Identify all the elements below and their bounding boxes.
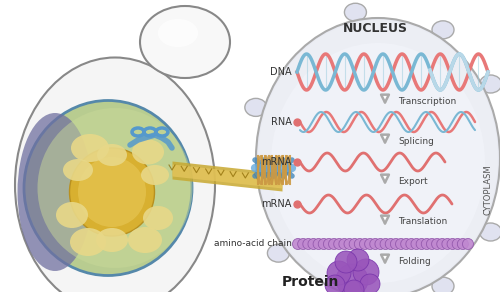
Circle shape xyxy=(390,239,402,249)
Circle shape xyxy=(353,259,379,285)
Ellipse shape xyxy=(140,6,230,78)
Circle shape xyxy=(370,239,381,249)
Ellipse shape xyxy=(18,113,92,271)
Text: Splicing: Splicing xyxy=(398,136,434,145)
Circle shape xyxy=(411,239,422,249)
Ellipse shape xyxy=(128,227,162,253)
Circle shape xyxy=(360,274,380,292)
Ellipse shape xyxy=(70,228,106,256)
Ellipse shape xyxy=(71,134,109,162)
Circle shape xyxy=(375,239,386,249)
Circle shape xyxy=(442,239,453,249)
Circle shape xyxy=(327,261,351,285)
Circle shape xyxy=(426,239,438,249)
Text: DNA: DNA xyxy=(270,67,292,77)
Ellipse shape xyxy=(344,3,366,21)
Ellipse shape xyxy=(143,206,173,230)
Circle shape xyxy=(462,239,473,249)
Circle shape xyxy=(335,251,357,273)
Circle shape xyxy=(349,239,360,249)
Text: amino-acid chain: amino-acid chain xyxy=(214,239,292,248)
Ellipse shape xyxy=(15,58,215,292)
Circle shape xyxy=(447,239,458,249)
Ellipse shape xyxy=(271,43,485,283)
Text: Folding: Folding xyxy=(398,258,431,267)
Text: NUCLEUS: NUCLEUS xyxy=(342,22,407,34)
Text: Export: Export xyxy=(398,176,428,185)
Ellipse shape xyxy=(132,140,164,164)
Ellipse shape xyxy=(245,98,267,117)
Ellipse shape xyxy=(432,277,454,292)
Circle shape xyxy=(432,239,442,249)
Text: RNA: RNA xyxy=(271,117,292,127)
Circle shape xyxy=(318,239,330,249)
Ellipse shape xyxy=(78,157,146,227)
Ellipse shape xyxy=(38,108,192,268)
Circle shape xyxy=(336,264,368,292)
Text: mRNA: mRNA xyxy=(262,199,292,209)
Ellipse shape xyxy=(141,165,169,185)
Circle shape xyxy=(436,239,448,249)
Circle shape xyxy=(344,239,355,249)
Circle shape xyxy=(406,239,417,249)
Ellipse shape xyxy=(97,144,127,166)
Text: Translation: Translation xyxy=(398,218,448,227)
Ellipse shape xyxy=(480,223,500,241)
Circle shape xyxy=(298,239,308,249)
Circle shape xyxy=(339,239,350,249)
Circle shape xyxy=(354,239,366,249)
Circle shape xyxy=(422,239,432,249)
Ellipse shape xyxy=(256,18,500,292)
Circle shape xyxy=(334,239,344,249)
Circle shape xyxy=(385,239,396,249)
Circle shape xyxy=(324,239,334,249)
Ellipse shape xyxy=(24,100,192,275)
Ellipse shape xyxy=(56,202,88,228)
Ellipse shape xyxy=(70,148,154,236)
Circle shape xyxy=(308,239,319,249)
Ellipse shape xyxy=(268,244,289,262)
Circle shape xyxy=(328,239,340,249)
Circle shape xyxy=(313,239,324,249)
Ellipse shape xyxy=(158,19,198,47)
Circle shape xyxy=(292,239,304,249)
Ellipse shape xyxy=(258,20,498,292)
Circle shape xyxy=(347,249,369,271)
Circle shape xyxy=(325,275,345,292)
Circle shape xyxy=(396,239,406,249)
Ellipse shape xyxy=(432,21,454,39)
Ellipse shape xyxy=(63,159,93,181)
Circle shape xyxy=(416,239,427,249)
Circle shape xyxy=(364,239,376,249)
Text: mRNA: mRNA xyxy=(262,157,292,167)
Circle shape xyxy=(360,239,370,249)
Text: CYTOPLASM: CYTOPLASM xyxy=(484,165,492,215)
Circle shape xyxy=(452,239,463,249)
Circle shape xyxy=(458,239,468,249)
Circle shape xyxy=(380,239,391,249)
Circle shape xyxy=(344,280,364,292)
Ellipse shape xyxy=(96,228,128,252)
Text: Protein: Protein xyxy=(282,275,339,289)
Text: Transcription: Transcription xyxy=(398,96,456,105)
Circle shape xyxy=(303,239,314,249)
Circle shape xyxy=(400,239,411,249)
Ellipse shape xyxy=(480,75,500,93)
